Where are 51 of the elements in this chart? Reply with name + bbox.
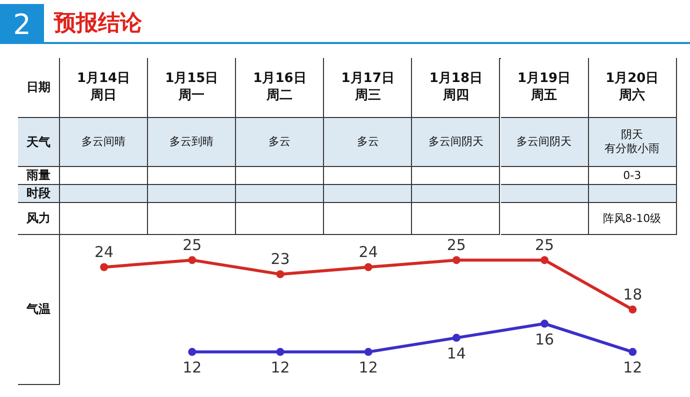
- point: [276, 270, 284, 278]
- point: [452, 334, 460, 342]
- text: 雨量: [18, 167, 60, 185]
- text: 多云间晴: [60, 118, 148, 167]
- text: 2: [0, 4, 44, 44]
- text: 阵风8-10级: [588, 203, 677, 235]
- chart-title: 预报结论: [54, 10, 142, 38]
- x-tick-label: 1月17日周三: [340, 71, 396, 104]
- data-label: 12: [623, 358, 642, 377]
- data-label: 12: [358, 358, 378, 377]
- data-label: 25: [535, 236, 554, 254]
- data-label: 14: [446, 344, 466, 362]
- x-tick-label: 1月20日周六: [604, 71, 660, 104]
- text: 气温: [18, 235, 60, 385]
- text: 多云: [236, 118, 324, 167]
- point: [628, 348, 637, 356]
- x-tick-label: 1月19日周五: [516, 71, 572, 104]
- text: 有分散小雨: [604, 142, 660, 156]
- text: 阴天: [621, 128, 644, 142]
- data-label: 12: [270, 358, 290, 377]
- point: [100, 263, 108, 272]
- x-tick-label: 1月18日周四: [428, 71, 484, 104]
- point: [364, 263, 372, 272]
- point: [188, 348, 196, 356]
- x-tick-label: 1月15日周一: [164, 71, 220, 104]
- text: 多云到晴: [148, 118, 236, 167]
- point: [188, 256, 196, 264]
- data-label: 25: [182, 236, 202, 254]
- text: 风力: [18, 203, 60, 235]
- data-label: 24: [358, 243, 378, 262]
- point: [540, 256, 549, 264]
- text: 日期: [18, 58, 60, 118]
- data-label: 24: [94, 243, 114, 262]
- data-label: 23: [270, 250, 290, 268]
- point: [628, 306, 637, 314]
- point: [364, 348, 372, 356]
- x-tick-label: 1月14日周日: [76, 71, 132, 104]
- x-tick-label: 1月16日周二: [252, 71, 308, 104]
- point: [452, 256, 460, 264]
- data-label: 25: [446, 236, 466, 254]
- text: 0-3: [588, 167, 677, 185]
- text: 多云间阴天: [500, 118, 589, 167]
- point: [540, 320, 549, 328]
- data-label: 16: [535, 330, 554, 348]
- text: 时段: [18, 185, 60, 203]
- point: [276, 348, 284, 356]
- text: 多云间阴天: [412, 118, 500, 167]
- data-label: 18: [623, 286, 642, 304]
- data-label: 12: [182, 358, 202, 377]
- text: 天气: [18, 118, 60, 167]
- text: 多云: [324, 118, 412, 167]
